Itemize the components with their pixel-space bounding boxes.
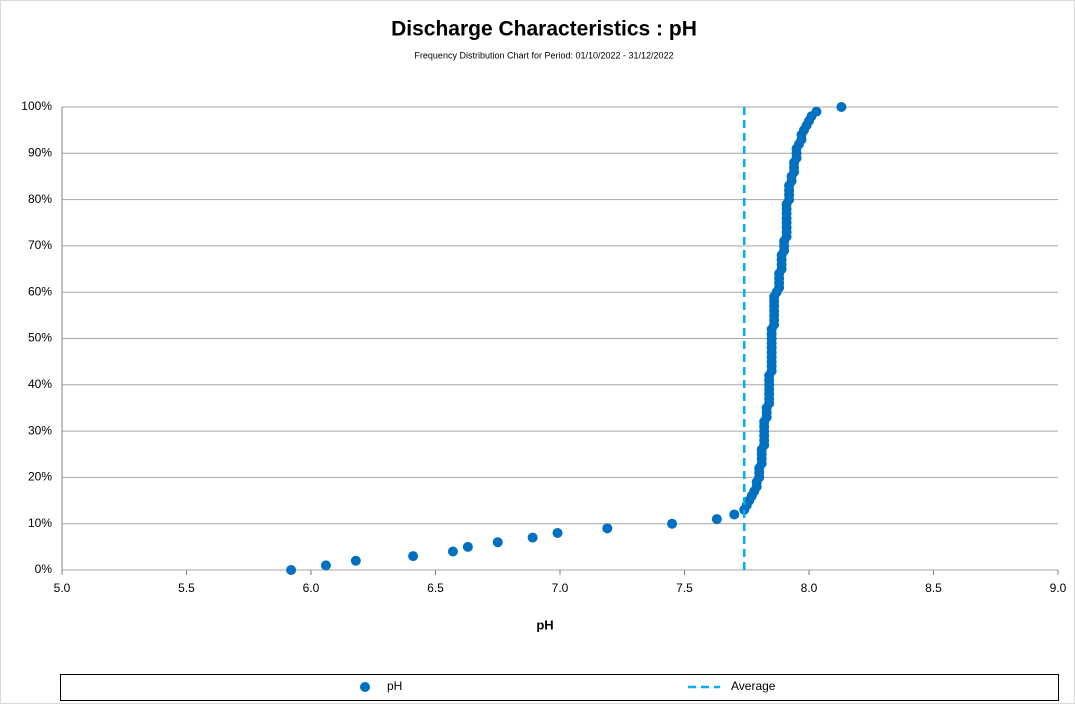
x-tick-label: 8.5 bbox=[925, 581, 942, 595]
x-tick-label: 7.0 bbox=[552, 581, 569, 595]
point bbox=[729, 509, 740, 520]
y-tick-label: 80% bbox=[28, 192, 52, 206]
point bbox=[602, 523, 613, 534]
legend-label: pH bbox=[387, 679, 402, 693]
point bbox=[320, 560, 331, 571]
y-tick-label: 40% bbox=[28, 377, 52, 391]
x-tick-label: 8.0 bbox=[801, 581, 818, 595]
point bbox=[408, 551, 419, 562]
x-tick-label: 6.5 bbox=[427, 581, 444, 595]
legend-label: Average bbox=[731, 679, 776, 693]
y-tick-label: 10% bbox=[28, 516, 52, 530]
chart-title: Discharge Characteristics : pH bbox=[391, 18, 697, 41]
point bbox=[527, 532, 538, 543]
point bbox=[286, 565, 297, 575]
point bbox=[552, 527, 563, 538]
point bbox=[836, 102, 847, 112]
x-axis-label: pH bbox=[536, 617, 553, 632]
point bbox=[462, 541, 473, 552]
point bbox=[667, 518, 678, 529]
y-tick-label: 60% bbox=[28, 284, 52, 298]
point bbox=[447, 546, 458, 557]
x-tick-label: 6.0 bbox=[303, 581, 320, 595]
y-tick-label: 30% bbox=[28, 423, 52, 437]
point bbox=[711, 514, 722, 525]
point bbox=[492, 537, 503, 548]
point bbox=[811, 106, 822, 117]
point bbox=[350, 555, 361, 566]
y-tick-label: 100% bbox=[21, 99, 52, 113]
x-tick-label: 9.0 bbox=[1050, 581, 1067, 595]
y-tick-label: 90% bbox=[28, 145, 52, 159]
legend-marker bbox=[360, 682, 370, 692]
y-tick-label: 70% bbox=[28, 238, 52, 252]
y-tick-label: 0% bbox=[35, 562, 53, 576]
y-tick-label: 20% bbox=[28, 470, 52, 484]
chart-subtitle: Frequency Distribution Chart for Period:… bbox=[414, 50, 673, 60]
y-tick-label: 50% bbox=[28, 331, 52, 345]
x-tick-label: 7.5 bbox=[676, 581, 693, 595]
x-tick-label: 5.5 bbox=[178, 581, 195, 595]
x-tick-label: 5.0 bbox=[54, 581, 71, 595]
legend-box bbox=[60, 674, 1059, 701]
